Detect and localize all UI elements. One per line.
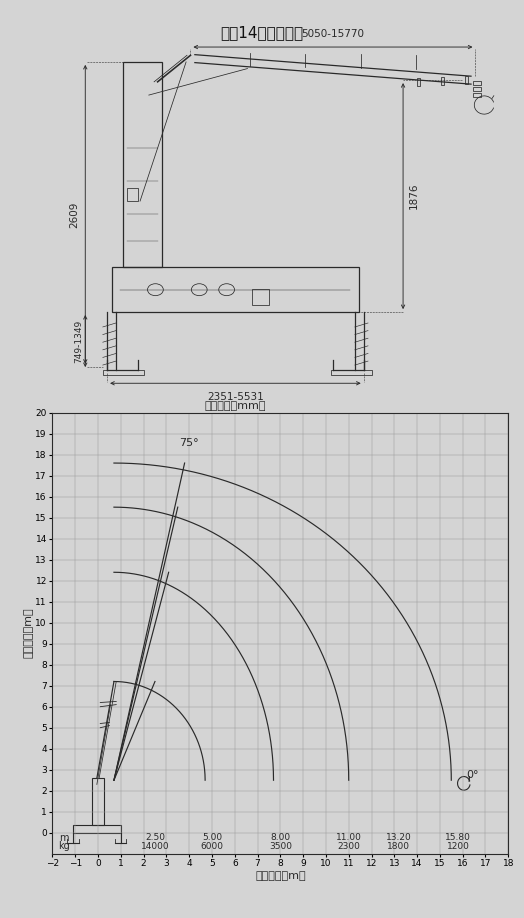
Text: 5.00: 5.00 (202, 834, 222, 843)
Text: 0°: 0° (466, 770, 478, 780)
Bar (441, 77, 444, 85)
Text: m: m (59, 833, 69, 843)
Text: 8.00: 8.00 (270, 834, 290, 843)
Text: 1200: 1200 (446, 842, 470, 851)
Text: 2609: 2609 (69, 201, 79, 228)
Text: 6000: 6000 (201, 842, 223, 851)
Bar (123, 62, 162, 267)
Text: 支腿跨距（mm）: 支腿跨距（mm） (205, 401, 266, 411)
Bar (465, 76, 468, 84)
Bar (112, 267, 359, 312)
Text: 75°: 75° (179, 438, 199, 448)
X-axis label: 工作幅度（m）: 工作幅度（m） (255, 871, 305, 881)
Y-axis label: 起升高度（m）: 起升高度（m） (24, 608, 34, 658)
Bar (73, 825, 121, 833)
Text: 2351-5531: 2351-5531 (207, 392, 264, 401)
Bar (92, 778, 104, 825)
Text: 13.20: 13.20 (386, 834, 412, 843)
Text: 5050-15770: 5050-15770 (301, 28, 364, 39)
Text: 2.50: 2.50 (145, 834, 165, 843)
Text: 749-1349: 749-1349 (74, 319, 83, 363)
Bar (127, 188, 138, 201)
Text: 2300: 2300 (337, 842, 360, 851)
Text: 15.80: 15.80 (445, 834, 471, 843)
Text: 1876: 1876 (409, 183, 419, 209)
Text: 14000: 14000 (140, 842, 169, 851)
Text: 1800: 1800 (387, 842, 410, 851)
Text: 11.00: 11.00 (336, 834, 362, 843)
Bar (103, 370, 145, 375)
Bar (252, 289, 269, 306)
Bar (473, 93, 481, 97)
Text: kg: kg (58, 842, 70, 851)
Bar (473, 81, 481, 85)
Bar (473, 87, 481, 91)
Bar (331, 370, 373, 375)
Text: 3500: 3500 (269, 842, 292, 851)
Bar (417, 78, 420, 86)
Text: 徐工14吨起重参数: 徐工14吨起重参数 (221, 25, 303, 39)
